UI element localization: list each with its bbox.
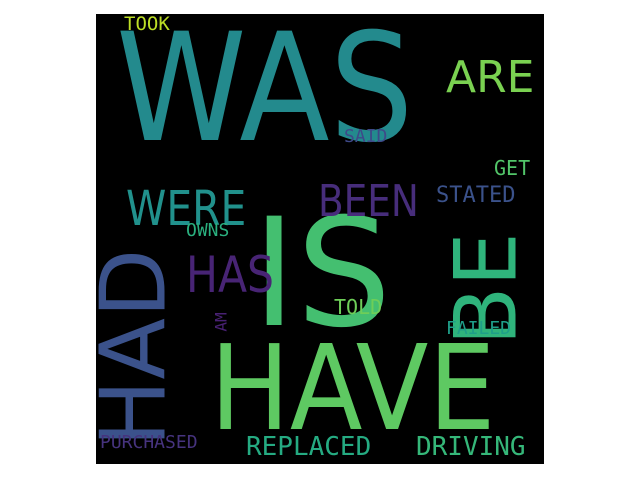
word-am: AM — [211, 312, 231, 332]
word-took: TOOK — [124, 14, 170, 35]
word-has: HAS — [186, 246, 275, 304]
word-was: WAS — [116, 14, 414, 176]
word-get: GET — [494, 156, 531, 180]
word-said: SAID — [344, 126, 388, 147]
word-have: HAVE — [210, 319, 496, 457]
word-is: IS — [252, 187, 392, 361]
word-told: TOLD — [334, 295, 383, 319]
word-are: ARE — [446, 52, 535, 103]
word-owns: OWNS — [186, 220, 230, 241]
word-had: HAD — [96, 248, 187, 448]
word-stated: STATED — [436, 183, 516, 208]
word-been: BEEN — [318, 176, 419, 227]
word-cloud: WAS IS HAVE HAD BE ARE BEEN WERE HAS TOO… — [96, 14, 544, 464]
word-were: WERE — [126, 181, 247, 237]
word-driving: DRIVING — [416, 432, 526, 462]
word-purchased: PURCHASED — [100, 432, 198, 453]
word-replaced: REPLACED — [246, 432, 372, 462]
word-failed: FAILED — [446, 318, 512, 339]
